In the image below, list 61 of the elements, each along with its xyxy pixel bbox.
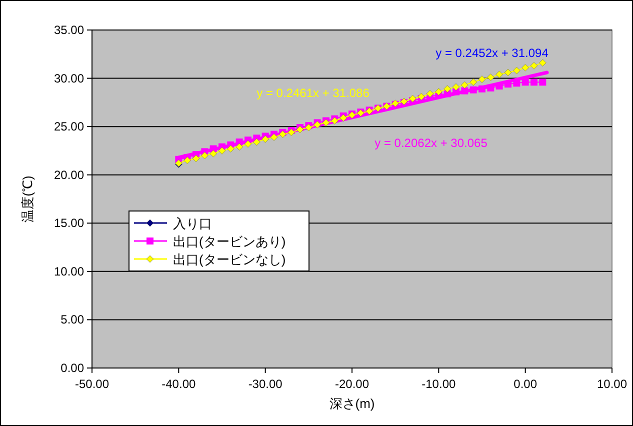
annotation: y = 0.2062x + 30.065 bbox=[374, 136, 488, 150]
point bbox=[444, 85, 451, 93]
point bbox=[504, 68, 512, 76]
y-tick-label: 25.00 bbox=[54, 120, 84, 134]
point bbox=[522, 64, 529, 72]
y-tick-label: 0.00 bbox=[60, 361, 84, 375]
x-tick-label: -30.00 bbox=[248, 377, 283, 391]
point bbox=[253, 138, 260, 146]
point bbox=[496, 70, 503, 78]
annotation: y = 0.2452x + 31.094 bbox=[436, 46, 549, 60]
point bbox=[210, 150, 217, 158]
point bbox=[470, 78, 477, 86]
x-tick-label: -10.00 bbox=[422, 377, 456, 391]
point bbox=[461, 87, 468, 94]
point bbox=[461, 81, 468, 89]
point bbox=[418, 92, 425, 100]
point bbox=[435, 88, 442, 96]
y-tick-label: 10.00 bbox=[54, 264, 84, 278]
point bbox=[409, 94, 416, 102]
point bbox=[470, 86, 477, 94]
y-tick-label: 30.00 bbox=[54, 71, 84, 86]
point bbox=[218, 147, 226, 154]
point bbox=[184, 156, 191, 164]
point bbox=[340, 114, 347, 122]
x-axis-title: 深さ(m) bbox=[329, 396, 375, 411]
legend-label: 出口(タービンなし) bbox=[173, 252, 286, 267]
point bbox=[539, 78, 546, 86]
point bbox=[513, 66, 520, 74]
legend-label: 入り口 bbox=[173, 216, 212, 231]
y-tick-label: 15.00 bbox=[54, 216, 84, 230]
x-tick-label: -50.00 bbox=[74, 377, 110, 391]
point bbox=[236, 143, 243, 150]
point bbox=[262, 135, 269, 143]
point bbox=[201, 152, 208, 160]
point bbox=[270, 134, 278, 141]
point bbox=[487, 84, 494, 92]
point bbox=[478, 85, 486, 92]
point bbox=[227, 145, 234, 152]
x-tick-label: 10.00 bbox=[596, 377, 628, 391]
point bbox=[513, 80, 520, 87]
point bbox=[244, 140, 252, 148]
x-tick-label: 0.00 bbox=[514, 377, 538, 391]
x-tick-label: -20.00 bbox=[334, 377, 370, 391]
x-tick-label: -40.00 bbox=[162, 377, 196, 391]
y-axis-title: 温度(℃) bbox=[20, 176, 35, 222]
point bbox=[288, 128, 295, 136]
point bbox=[192, 154, 200, 162]
point bbox=[539, 59, 546, 66]
point bbox=[478, 76, 486, 83]
legend-label: 出口(タービンあり) bbox=[173, 234, 286, 249]
y-tick-label: 20.00 bbox=[54, 168, 84, 182]
point bbox=[487, 74, 494, 81]
y-tick-label: 35.00 bbox=[54, 23, 84, 37]
point bbox=[530, 62, 538, 70]
point bbox=[452, 83, 460, 91]
point bbox=[426, 90, 434, 98]
y-tick-label: 5.00 bbox=[60, 312, 84, 327]
point bbox=[496, 82, 503, 90]
point bbox=[530, 78, 538, 86]
annotation: y = 0.2461x + 31.086 bbox=[256, 86, 370, 100]
point bbox=[522, 78, 529, 86]
